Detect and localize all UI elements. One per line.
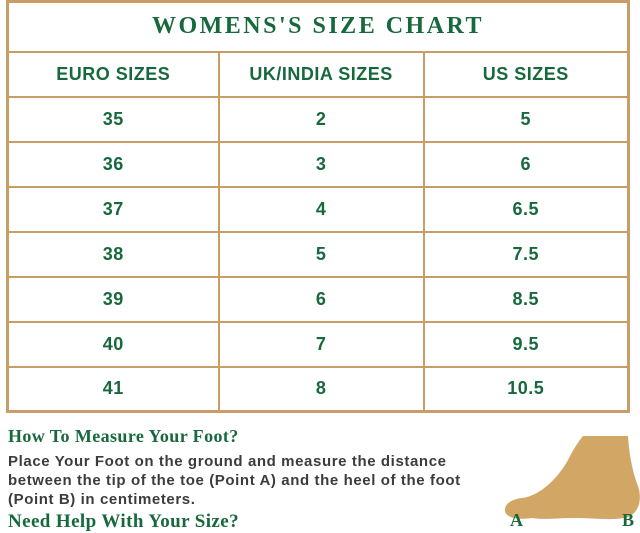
table-row: 37 4 6.5 [6, 185, 630, 233]
table-row: 36 3 6 [6, 140, 630, 188]
table-row: 41 8 10.5 [6, 365, 630, 413]
point-a-label: A [510, 510, 523, 530]
euro-size-cell: 36 [6, 140, 220, 188]
us-size-cell: 6.5 [422, 185, 630, 233]
uk-india-size-cell: 4 [217, 185, 425, 233]
uk-india-size-cell: 8 [217, 365, 425, 413]
euro-size-cell: 41 [6, 365, 220, 413]
uk-india-size-cell: 6 [217, 275, 425, 323]
uk-india-size-cell: 7 [217, 320, 425, 368]
us-size-cell: 9.5 [422, 320, 630, 368]
us-size-cell: 10.5 [422, 365, 630, 413]
euro-size-cell: 40 [6, 320, 220, 368]
table-header-row: EURO SIZES UK/INDIA SIZES US SIZES [6, 50, 630, 98]
us-size-cell: 8.5 [422, 275, 630, 323]
page-title: WOMENS'S SIZE CHART [6, 0, 630, 53]
table-row: 39 6 8.5 [6, 275, 630, 323]
uk-india-size-cell: 3 [217, 140, 425, 188]
point-b-label: B [622, 510, 635, 530]
column-header-uk-india-sizes: UK/INDIA SIZES [217, 50, 425, 98]
euro-size-cell: 38 [6, 230, 220, 278]
euro-size-cell: 37 [6, 185, 220, 233]
euro-size-cell: 39 [6, 275, 220, 323]
how-to-measure-instructions: Place Your Foot on the ground and measur… [8, 453, 461, 508]
table-row: 35 2 5 [6, 95, 630, 143]
table-row: 38 5 7.5 [6, 230, 630, 278]
table-row: 40 7 9.5 [6, 320, 630, 368]
foot-measurement-diagram: A B [500, 436, 640, 531]
uk-india-size-cell: 2 [217, 95, 425, 143]
us-size-cell: 7.5 [422, 230, 630, 278]
foot-icon [504, 436, 640, 520]
us-size-cell: 5 [422, 95, 630, 143]
column-header-us-sizes: US SIZES [422, 50, 630, 98]
table-title-row: WOMENS'S SIZE CHART [6, 0, 630, 53]
womens-size-chart-table: WOMENS'S SIZE CHART EURO SIZES UK/INDIA … [6, 0, 630, 413]
need-help-heading: Need Help With Your Size? [8, 511, 239, 532]
euro-size-cell: 35 [6, 95, 220, 143]
how-to-measure-heading: How To Measure Your Foot? [8, 426, 239, 446]
us-size-cell: 6 [422, 140, 630, 188]
column-header-euro-sizes: EURO SIZES [6, 50, 220, 98]
uk-india-size-cell: 5 [217, 230, 425, 278]
